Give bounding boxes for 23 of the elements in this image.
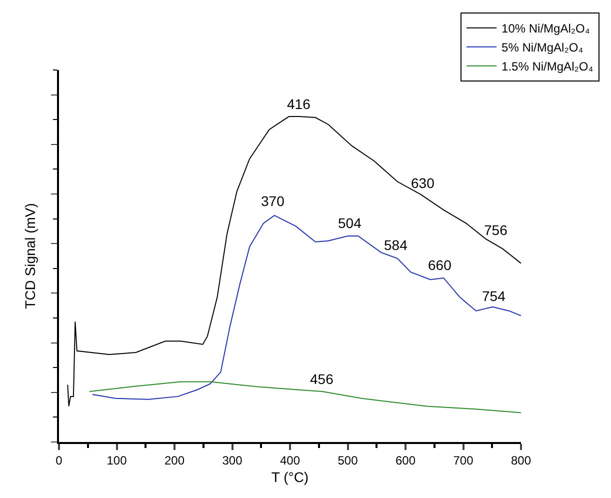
x-tick-label: 300 (222, 453, 243, 468)
annotation: 660 (428, 257, 452, 273)
x-tick-label: 200 (164, 453, 185, 468)
annotation: 756 (484, 222, 508, 238)
annotation: 456 (310, 371, 334, 387)
legend-label: 1.5% Ni/MgAl₂O₄ (502, 60, 594, 74)
legend-label: 10% Ni/MgAl₂O₄ (502, 22, 590, 36)
annotation: 630 (411, 175, 435, 191)
x-tick-label: 600 (395, 453, 416, 468)
x-tick-label: 700 (453, 453, 474, 468)
x-tick-label: 500 (338, 453, 358, 468)
x-tick-label: 0 (56, 453, 63, 468)
x-tick-label: 800 (510, 453, 532, 468)
annotation: 416 (287, 96, 311, 112)
x-axis-title: T (°C) (271, 469, 309, 486)
annotation: 754 (482, 288, 506, 304)
x-tick-label: 100 (106, 453, 128, 468)
annotation: 370 (261, 193, 285, 209)
annotation: 584 (384, 237, 408, 253)
y-axis-title: TCD Signal (mV) (22, 203, 38, 309)
x-tick-label: 400 (280, 453, 300, 468)
annotation: 504 (338, 215, 362, 231)
legend-label: 5% Ni/MgAl₂O₄ (502, 40, 584, 55)
